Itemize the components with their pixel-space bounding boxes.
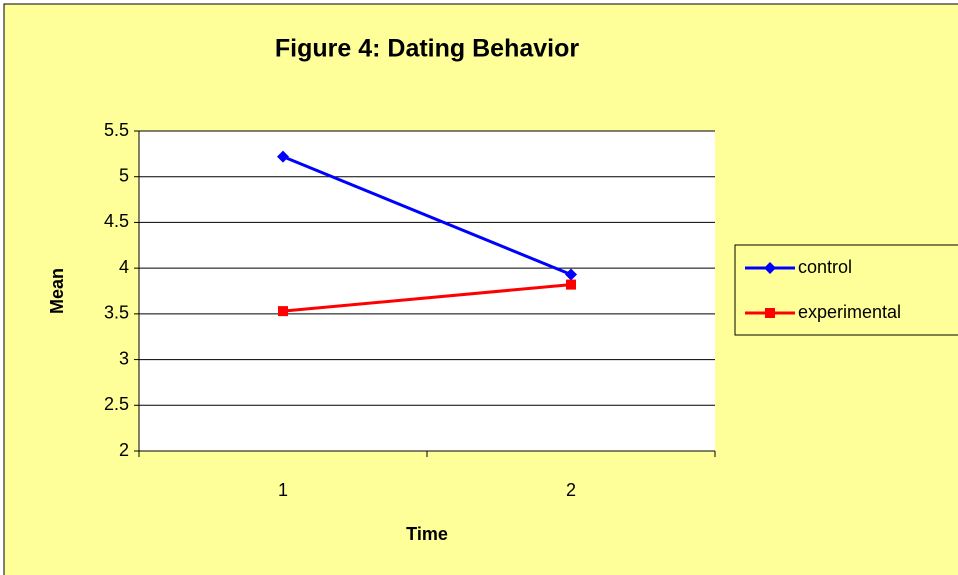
x-tick-label: 2	[566, 480, 576, 500]
marker	[765, 308, 775, 318]
marker	[764, 262, 776, 274]
marker	[277, 150, 289, 163]
y-tick-label: 2	[119, 440, 129, 460]
marker	[565, 268, 577, 281]
plot-area	[139, 131, 715, 451]
y-tick-label: 3	[119, 348, 129, 368]
series-line	[282, 155, 572, 276]
legend-label: control	[798, 257, 852, 277]
y-tick-label: 3.5	[104, 303, 129, 323]
chart-title: Figure 4: Dating Behavior	[275, 35, 579, 63]
y-tick-label: 5	[119, 165, 129, 185]
legend-label: experimental	[798, 302, 901, 322]
y-tick-label: 5.5	[104, 120, 129, 140]
y-tick-label: 4.5	[104, 211, 129, 231]
marker	[278, 306, 288, 317]
legend-box	[734, 244, 958, 336]
y-axis-label: Mean	[47, 268, 67, 314]
series-line	[282, 283, 572, 313]
y-tick-label: 4	[119, 257, 129, 277]
x-tick-label: 1	[278, 480, 288, 500]
marker	[566, 279, 576, 290]
y-tick-label: 2.5	[104, 394, 129, 414]
x-axis-label: Time	[406, 524, 448, 544]
